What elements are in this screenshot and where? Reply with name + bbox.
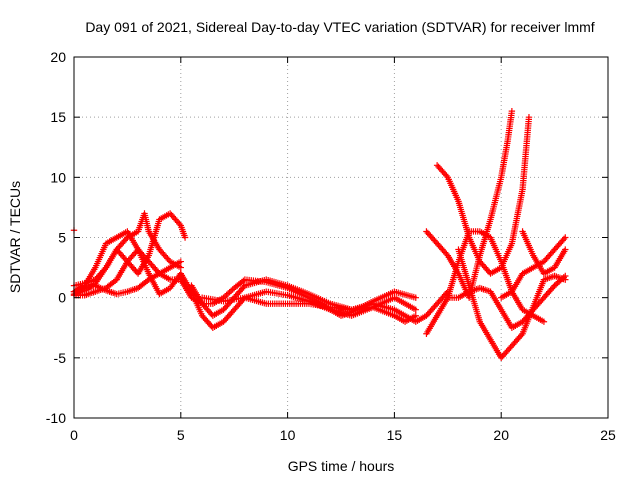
data-point bbox=[518, 332, 525, 339]
data-point bbox=[562, 276, 569, 283]
grid bbox=[74, 57, 608, 418]
series-arc-15 bbox=[498, 234, 569, 301]
series-arc-16 bbox=[519, 228, 569, 277]
series-arc-14 bbox=[455, 246, 569, 362]
data-point bbox=[412, 312, 419, 319]
y-axis-label: SDTVAR / TECUs bbox=[7, 181, 23, 293]
data-point bbox=[562, 246, 569, 253]
data-marks bbox=[70, 107, 569, 362]
y-tick-label: 10 bbox=[50, 169, 66, 185]
data-point bbox=[177, 258, 184, 265]
x-tick-label: 10 bbox=[280, 427, 296, 443]
data-point bbox=[227, 287, 235, 294]
data-point bbox=[443, 172, 450, 180]
y-tick-label: 15 bbox=[50, 109, 66, 125]
data-point bbox=[550, 283, 557, 291]
data-point bbox=[101, 265, 108, 273]
data-point bbox=[144, 277, 151, 285]
x-axis-label: GPS time / hours bbox=[288, 458, 395, 474]
axis-ticks: 0 5 10 15 20 25 -10 -5 0 5 10 15 20 bbox=[46, 49, 616, 443]
data-point bbox=[224, 290, 232, 297]
series-arc-4 bbox=[70, 246, 184, 299]
data-point bbox=[226, 288, 233, 296]
data-point bbox=[177, 264, 184, 271]
chart-title: Day 091 of 2021, Sidereal Day-to-day VTE… bbox=[85, 19, 594, 35]
data-point bbox=[552, 281, 560, 288]
data-point bbox=[508, 107, 516, 115]
data-point bbox=[221, 293, 229, 300]
x-tick-label: 0 bbox=[70, 427, 78, 443]
series-arc-5 bbox=[70, 258, 184, 298]
data-point bbox=[181, 234, 189, 241]
data-point bbox=[412, 306, 419, 313]
data-point bbox=[223, 291, 230, 299]
x-tick-label: 20 bbox=[493, 427, 509, 443]
data-point bbox=[240, 277, 247, 285]
x-tick-label: 5 bbox=[177, 427, 185, 443]
y-tick-label: 20 bbox=[50, 49, 66, 65]
x-tick-label: 15 bbox=[387, 427, 403, 443]
x-tick-label: 25 bbox=[600, 427, 616, 443]
data-point bbox=[176, 220, 183, 228]
series-arc-11 bbox=[423, 107, 516, 301]
y-tick-label: 0 bbox=[58, 290, 66, 306]
series-arc-9 bbox=[198, 288, 451, 325]
data-point bbox=[554, 279, 561, 287]
y-tick-label: -5 bbox=[54, 350, 67, 366]
y-tick-label: -10 bbox=[46, 410, 66, 426]
data-point bbox=[562, 234, 569, 241]
data-point bbox=[412, 294, 419, 301]
data-point bbox=[443, 250, 450, 258]
data-point bbox=[240, 283, 247, 291]
y-tick-label: 5 bbox=[58, 230, 66, 246]
data-point bbox=[540, 318, 548, 325]
data-point bbox=[525, 113, 533, 121]
data-point bbox=[551, 282, 558, 289]
data-point bbox=[560, 235, 568, 243]
